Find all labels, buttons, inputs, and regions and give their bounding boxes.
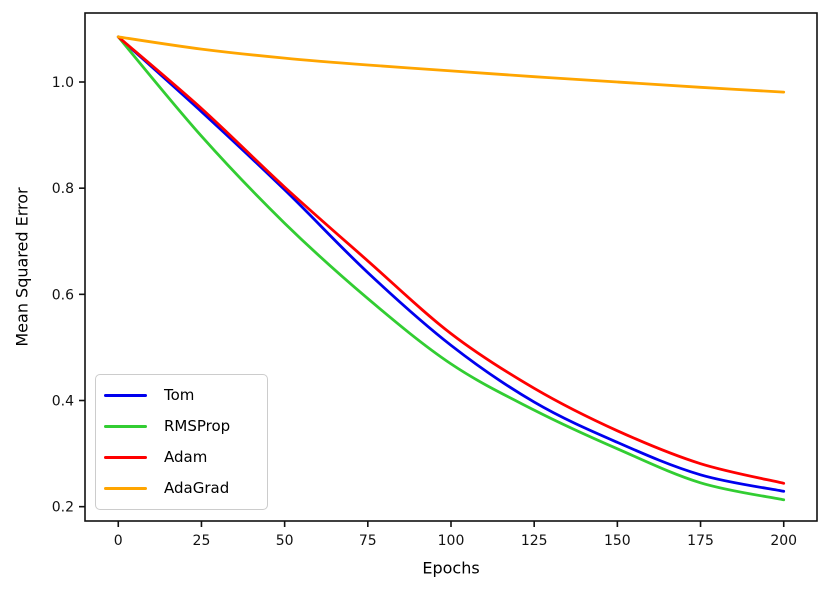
series-line-rmsprop xyxy=(116,35,786,502)
legend-line-swatch xyxy=(104,425,147,428)
x-tick-label: 50 xyxy=(276,533,294,549)
series-line-tom xyxy=(116,35,786,493)
legend-item-adagrad: AdaGrad xyxy=(104,481,259,496)
legend-line-swatch xyxy=(104,456,147,459)
legend-label: Tom xyxy=(164,386,195,404)
y-tick-label: 0.6 xyxy=(52,287,74,303)
x-tick-label: 125 xyxy=(521,533,548,549)
legend-item-tom: Tom xyxy=(104,388,259,403)
y-tick-label: 1.0 xyxy=(52,75,74,91)
x-tick-label: 175 xyxy=(687,533,714,549)
x-tick-label: 25 xyxy=(193,533,211,549)
x-tick-label: 150 xyxy=(604,533,631,549)
legend-item-adam: Adam xyxy=(104,450,259,465)
legend: Tom RMSProp Adam AdaGrad xyxy=(95,374,268,510)
y-tick-label: 0.4 xyxy=(52,394,74,410)
x-tick-label: 200 xyxy=(770,533,797,549)
y-tick-label: 0.8 xyxy=(52,181,74,197)
x-tick-label: 0 xyxy=(114,533,123,549)
series-line-adam xyxy=(116,35,786,485)
legend-label: Adam xyxy=(164,448,208,466)
x-tick-label: 100 xyxy=(438,533,465,549)
plot-frame xyxy=(84,12,818,522)
legend-line-swatch xyxy=(104,394,147,397)
legend-item-rmsprop: RMSProp xyxy=(104,419,259,434)
x-axis-label: Epochs xyxy=(422,558,480,578)
legend-line-swatch xyxy=(104,487,147,490)
y-axis-label: Mean Squared Error xyxy=(12,187,32,347)
x-tick-label: 75 xyxy=(359,533,377,549)
legend-label: AdaGrad xyxy=(164,479,230,497)
legend-label: RMSProp xyxy=(164,417,231,435)
y-tick-label: 0.2 xyxy=(52,500,74,516)
series-line-adagrad xyxy=(116,35,786,94)
